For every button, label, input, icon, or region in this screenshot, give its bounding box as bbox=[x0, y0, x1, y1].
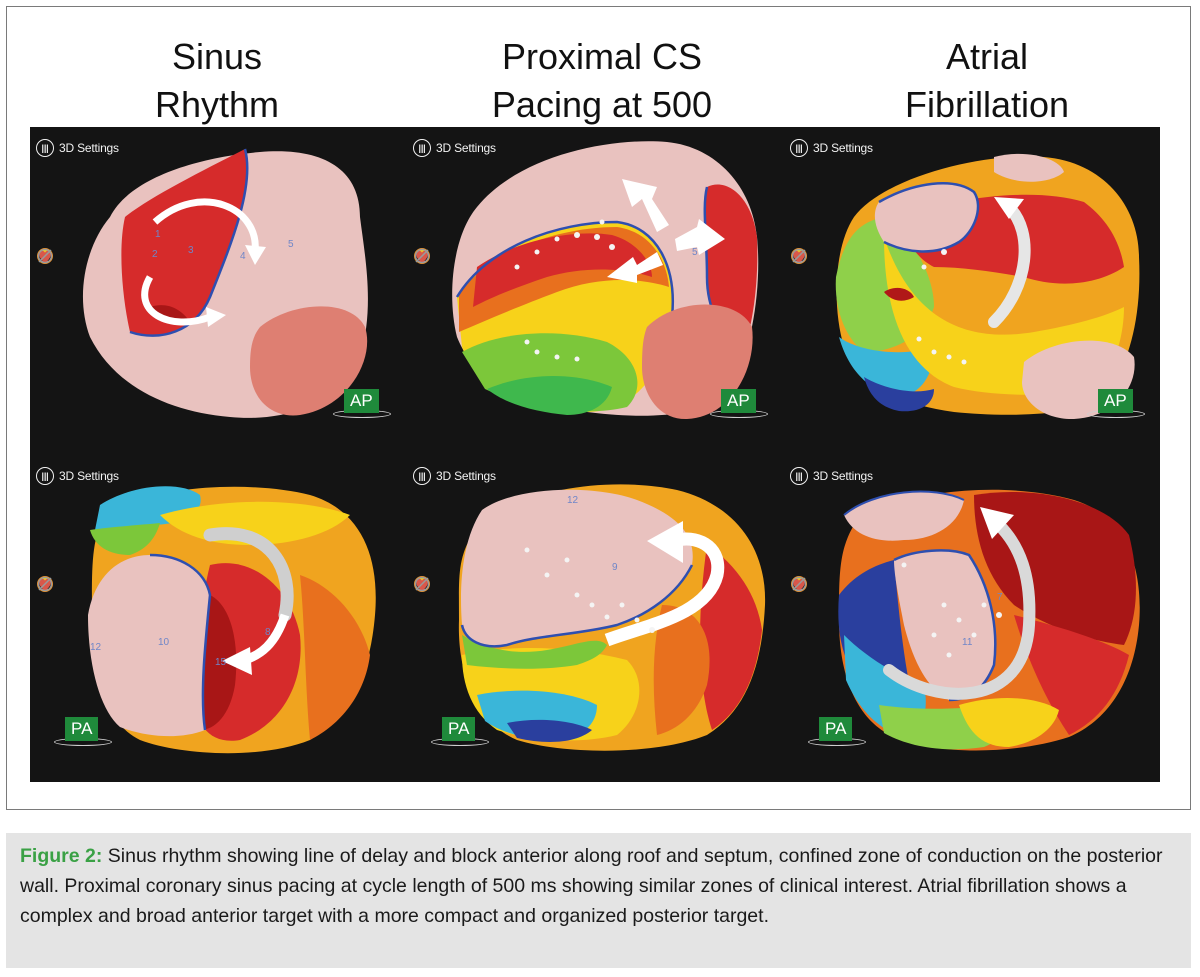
3d-settings-button[interactable]: ||| 3D Settings bbox=[36, 467, 119, 485]
sliders-icon: ||| bbox=[36, 139, 54, 157]
sliders-icon: ||| bbox=[413, 139, 431, 157]
map-panel-cs-ap: 5 ||| 3D Settings AP bbox=[407, 127, 783, 454]
svg-text:15: 15 bbox=[215, 657, 227, 668]
column-title-sinus-rhythm: Sinus Rhythm bbox=[154, 36, 280, 125]
sliders-icon: ||| bbox=[413, 467, 431, 485]
map-panel-cs-pa: 9 12 ||| 3D Settings PA bbox=[407, 455, 783, 782]
heart-icon[interactable] bbox=[790, 250, 812, 333]
hidden-icon[interactable] bbox=[413, 576, 435, 693]
svg-text:2: 2 bbox=[152, 249, 158, 260]
map-toolbar bbox=[413, 247, 435, 375]
3d-settings-button[interactable]: ||| 3D Settings bbox=[413, 139, 496, 157]
figure-caption: Figure 2: Sinus rhythm showing line of d… bbox=[6, 833, 1191, 968]
hidden-icon[interactable] bbox=[790, 248, 812, 365]
heart-icon[interactable] bbox=[413, 250, 435, 333]
svg-text:12: 12 bbox=[567, 495, 579, 506]
svg-text:10: 10 bbox=[158, 637, 170, 648]
lightbulb-icon[interactable] bbox=[413, 577, 435, 629]
activation-map-grid: 1 2 3 4 5 ||| 3D Settings AP bbox=[30, 127, 1160, 782]
svg-text:7: 7 bbox=[997, 592, 1003, 603]
hidden-icon[interactable] bbox=[790, 576, 812, 693]
map-panel-sinus-pa: 8 10 12 15 ||| 3D Settings PA bbox=[30, 455, 406, 782]
3d-settings-button[interactable]: ||| 3D Settings bbox=[790, 139, 873, 157]
map-toolbar bbox=[36, 575, 58, 703]
lightbulb-icon[interactable] bbox=[413, 249, 435, 301]
view-label-ap: AP bbox=[721, 389, 756, 413]
svg-text:11: 11 bbox=[962, 637, 973, 648]
view-label-pa: PA bbox=[442, 717, 476, 741]
lightbulb-icon[interactable] bbox=[36, 249, 58, 301]
svg-text:8: 8 bbox=[265, 627, 271, 638]
column-title-atrial-fibrillation: Atrial Fibrillation bbox=[904, 36, 1070, 125]
map-toolbar bbox=[790, 575, 812, 703]
3d-settings-button[interactable]: ||| 3D Settings bbox=[36, 139, 119, 157]
heart-icon[interactable] bbox=[36, 250, 58, 333]
map-toolbar bbox=[36, 247, 58, 375]
svg-text:5: 5 bbox=[692, 247, 698, 258]
lightbulb-icon[interactable] bbox=[790, 577, 812, 629]
map-panel-sinus-ap: 1 2 3 4 5 ||| 3D Settings AP bbox=[30, 127, 406, 454]
sliders-icon: ||| bbox=[36, 467, 54, 485]
svg-text:9: 9 bbox=[612, 562, 618, 573]
sliders-icon: ||| bbox=[790, 467, 808, 485]
svg-text:3: 3 bbox=[188, 245, 194, 256]
lightbulb-icon[interactable] bbox=[36, 577, 58, 629]
view-label-ap: AP bbox=[1098, 389, 1133, 413]
view-label-pa: PA bbox=[65, 717, 99, 741]
view-label-ap: AP bbox=[344, 389, 379, 413]
figure-caption-label: Figure 2: bbox=[20, 845, 103, 867]
map-panel-af-pa: 7 11 ||| 3D Settings PA bbox=[784, 455, 1160, 782]
heart-icon[interactable] bbox=[413, 578, 435, 661]
view-label-pa: PA bbox=[819, 717, 853, 741]
svg-text:1: 1 bbox=[155, 229, 161, 240]
hidden-icon[interactable] bbox=[36, 248, 58, 365]
heart-icon[interactable] bbox=[790, 578, 812, 661]
heart-icon[interactable] bbox=[36, 578, 58, 661]
hidden-icon[interactable] bbox=[413, 248, 435, 365]
figure-caption-text: Sinus rhythm showing line of delay and b… bbox=[20, 845, 1163, 927]
sliders-icon: ||| bbox=[790, 139, 808, 157]
svg-text:12: 12 bbox=[90, 642, 102, 653]
map-toolbar bbox=[790, 247, 812, 375]
svg-text:5: 5 bbox=[288, 239, 294, 250]
3d-settings-button[interactable]: ||| 3D Settings bbox=[790, 467, 873, 485]
lightbulb-icon[interactable] bbox=[790, 249, 812, 301]
map-panel-af-ap: ||| 3D Settings AP bbox=[784, 127, 1160, 454]
map-toolbar bbox=[413, 575, 435, 703]
3d-settings-button[interactable]: ||| 3D Settings bbox=[413, 467, 496, 485]
hidden-icon[interactable] bbox=[36, 576, 58, 693]
svg-text:4: 4 bbox=[240, 251, 246, 262]
